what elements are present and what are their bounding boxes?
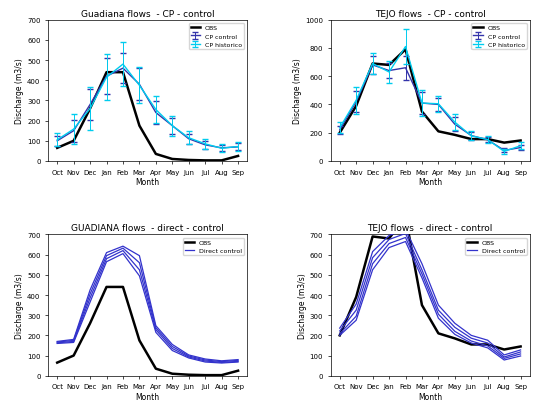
Title: Guadiana flows  - CP - control: Guadiana flows - CP - control bbox=[81, 9, 215, 19]
OBS bbox=[169, 371, 175, 376]
OBS bbox=[517, 344, 524, 349]
Direct control bbox=[353, 318, 360, 323]
OBS bbox=[186, 373, 192, 377]
OBS bbox=[152, 366, 159, 371]
OBS bbox=[402, 48, 409, 53]
Direct control bbox=[71, 340, 77, 345]
OBS bbox=[452, 133, 458, 138]
X-axis label: Month: Month bbox=[418, 392, 442, 401]
Direct control bbox=[435, 316, 441, 321]
X-axis label: Month: Month bbox=[135, 178, 159, 187]
OBS bbox=[103, 285, 110, 290]
OBS bbox=[218, 373, 225, 378]
Direct control bbox=[235, 360, 241, 365]
Direct control bbox=[136, 274, 143, 279]
OBS bbox=[485, 137, 491, 142]
OBS bbox=[468, 137, 475, 142]
OBS bbox=[517, 139, 524, 144]
Legend: OBS, CP control, CP historico: OBS, CP control, CP historico bbox=[189, 24, 244, 50]
Direct control bbox=[369, 268, 376, 273]
Title: TEJO flows  - CP - control: TEJO flows - CP - control bbox=[374, 9, 486, 19]
X-axis label: Month: Month bbox=[135, 392, 159, 401]
OBS bbox=[435, 331, 441, 336]
Line: OBS: OBS bbox=[340, 50, 521, 143]
Direct control bbox=[468, 341, 475, 346]
Legend: OBS, CP control, CP historico: OBS, CP control, CP historico bbox=[471, 24, 526, 50]
OBS bbox=[87, 107, 93, 112]
Direct control bbox=[186, 356, 192, 361]
OBS bbox=[202, 373, 209, 378]
OBS bbox=[353, 295, 360, 300]
OBS bbox=[103, 71, 110, 76]
Direct control bbox=[419, 276, 425, 281]
Direct control bbox=[402, 240, 409, 244]
Y-axis label: Discharge (m3/s): Discharge (m3/s) bbox=[298, 273, 307, 338]
OBS bbox=[136, 124, 143, 129]
OBS bbox=[386, 63, 392, 68]
Direct control bbox=[103, 260, 110, 265]
OBS bbox=[235, 368, 241, 373]
Line: OBS: OBS bbox=[57, 73, 238, 161]
OBS bbox=[386, 236, 392, 241]
OBS bbox=[54, 360, 60, 365]
Legend: OBS, Direct control: OBS, Direct control bbox=[183, 238, 244, 256]
Direct control bbox=[337, 333, 343, 338]
Legend: OBS, Direct control: OBS, Direct control bbox=[465, 238, 526, 256]
Direct control bbox=[452, 332, 458, 337]
Title: GUADIANA flows  - direct - control: GUADIANA flows - direct - control bbox=[71, 224, 224, 233]
OBS bbox=[435, 130, 441, 135]
OBS bbox=[218, 159, 225, 164]
Direct control bbox=[202, 360, 209, 365]
OBS bbox=[71, 353, 77, 358]
Direct control bbox=[87, 300, 93, 305]
OBS bbox=[369, 235, 376, 240]
Direct control bbox=[485, 346, 491, 351]
OBS bbox=[419, 110, 425, 115]
Direct control bbox=[120, 252, 126, 256]
OBS bbox=[337, 333, 343, 338]
OBS bbox=[235, 154, 241, 159]
Y-axis label: Discharge (m3/s): Discharge (m3/s) bbox=[15, 58, 24, 124]
Line: Direct control: Direct control bbox=[340, 242, 521, 360]
OBS bbox=[87, 321, 93, 326]
OBS bbox=[452, 336, 458, 341]
OBS bbox=[468, 342, 475, 347]
X-axis label: Month: Month bbox=[418, 178, 442, 187]
Line: OBS: OBS bbox=[57, 287, 238, 375]
Line: Direct control: Direct control bbox=[57, 254, 238, 363]
OBS bbox=[402, 214, 409, 219]
OBS bbox=[369, 62, 376, 67]
OBS bbox=[186, 158, 192, 163]
OBS bbox=[501, 347, 507, 352]
Direct control bbox=[501, 358, 507, 363]
OBS bbox=[54, 146, 60, 151]
Line: OBS: OBS bbox=[340, 217, 521, 350]
Direct control bbox=[386, 245, 392, 250]
OBS bbox=[353, 104, 360, 109]
OBS bbox=[152, 152, 159, 157]
OBS bbox=[136, 338, 143, 343]
OBS bbox=[169, 157, 175, 162]
Direct control bbox=[169, 348, 175, 353]
Direct control bbox=[218, 361, 225, 366]
OBS bbox=[120, 285, 126, 290]
Y-axis label: Discharge (m3/s): Discharge (m3/s) bbox=[15, 273, 24, 338]
OBS bbox=[337, 131, 343, 136]
Y-axis label: Discharge (m3/s): Discharge (m3/s) bbox=[293, 58, 302, 124]
OBS bbox=[120, 71, 126, 76]
OBS bbox=[419, 303, 425, 308]
Direct control bbox=[152, 330, 159, 335]
Direct control bbox=[54, 341, 60, 346]
OBS bbox=[485, 342, 491, 347]
Title: TEJO flows  - direct - control: TEJO flows - direct - control bbox=[368, 224, 493, 233]
OBS bbox=[501, 141, 507, 146]
OBS bbox=[71, 139, 77, 144]
Direct control bbox=[517, 354, 524, 358]
OBS bbox=[202, 159, 209, 164]
